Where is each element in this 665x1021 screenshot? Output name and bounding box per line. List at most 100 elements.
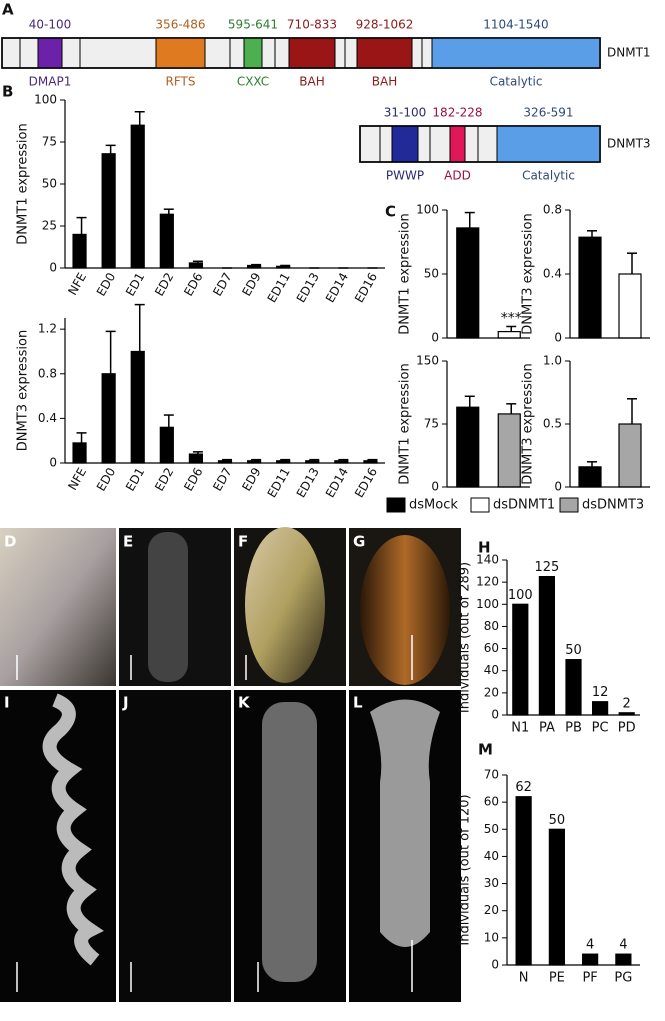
x-tick-label: ED7 (210, 465, 234, 493)
bar (618, 423, 642, 488)
legend-swatch (470, 497, 490, 513)
bar (130, 124, 145, 269)
x-tick-label: ED1 (123, 270, 147, 298)
y-tick-label: 50 (484, 822, 499, 836)
x-tick-label: ED11 (265, 465, 293, 500)
x-tick-label: PE (549, 971, 565, 986)
y-tick-label: 50 (424, 267, 439, 281)
value-label: 12 (592, 685, 609, 700)
bar (515, 796, 532, 966)
domain-name: ADD (444, 169, 471, 183)
x-tick-label: ED0 (94, 270, 118, 298)
y-axis-label: DNMT3 expression (521, 363, 536, 484)
bar (188, 262, 204, 269)
x-tick-label: ED13 (294, 465, 322, 500)
bar (456, 227, 480, 339)
panel-label: D (4, 533, 16, 551)
y-axis-label: DNMT3 expression (16, 330, 31, 451)
y-tick-label: 0 (554, 331, 562, 345)
y-tick-label: 30 (484, 876, 499, 890)
bar (578, 466, 602, 488)
bar (188, 453, 204, 464)
x-tick-label: ED14 (323, 465, 351, 500)
panel-label: F (238, 533, 248, 551)
bar (101, 153, 116, 269)
bar (497, 413, 521, 488)
y-tick-label: 120 (476, 575, 499, 589)
y-axis-label: DNMT1 expression (398, 363, 413, 484)
x-tick-label: PC (592, 721, 609, 736)
x-tick-label: N1 (511, 721, 529, 736)
y-tick-label: 0 (431, 480, 439, 494)
x-tick-label: ED0 (94, 465, 118, 493)
y-tick-label: 60 (484, 641, 499, 655)
y-axis-label: DNMT3 expression (521, 213, 536, 334)
y-tick-label: 0 (554, 480, 562, 494)
domain-name: Catalytic (522, 169, 575, 183)
domain (155, 37, 206, 69)
panel-label: E (123, 533, 133, 551)
y-tick-label: 1.0 (543, 354, 562, 368)
legend-label: dsMock (409, 498, 458, 513)
protein-name: DNMT3 (607, 137, 651, 151)
x-tick-label: ED11 (265, 270, 293, 305)
y-tick-label: 80 (484, 619, 499, 633)
x-tick-label: ED16 (352, 465, 380, 500)
domain-range: 710-833 (287, 18, 337, 32)
value-label: 62 (515, 780, 532, 795)
domain-name: PWWP (386, 169, 424, 183)
domain (243, 37, 263, 69)
domain-range: 326-591 (523, 106, 573, 120)
bar (615, 953, 632, 966)
bar (159, 213, 174, 269)
domain-name: BAH (372, 75, 397, 89)
y-tick-label: 0 (431, 331, 439, 345)
y-axis-label: DNMT1 expression (16, 123, 31, 244)
y-axis-label: Individuals (out of 289) (458, 562, 473, 713)
y-tick-label: 0.4 (38, 411, 57, 425)
y-tick-label: 50 (42, 177, 57, 191)
panel-label: B (2, 83, 13, 101)
bar (159, 426, 174, 464)
photo-specimen (360, 535, 450, 685)
domain-range: 928-1062 (356, 18, 414, 32)
domain-name: DMAP1 (29, 75, 72, 89)
domain-name: BAH (299, 75, 324, 89)
x-tick-label: ED9 (239, 270, 263, 298)
domain (356, 37, 413, 69)
value-label: 4 (619, 938, 627, 953)
panel-label: I (4, 694, 10, 712)
panel-label: G (353, 533, 365, 551)
panel-label: K (238, 694, 251, 712)
value-label: 50 (549, 813, 566, 828)
y-tick-label: 20 (484, 903, 499, 917)
value-label: 100 (508, 588, 533, 603)
y-tick-label: 0.5 (543, 417, 562, 431)
y-tick-label: 150 (416, 354, 439, 368)
photo-specimen (262, 702, 317, 982)
scale-bars (16, 635, 413, 992)
images (0, 527, 461, 1002)
x-tick-label: PB (565, 721, 582, 736)
x-tick-label: PF (582, 971, 597, 986)
domain (391, 125, 419, 163)
domain (449, 125, 466, 163)
bar (578, 236, 602, 339)
domain-range: 356-486 (155, 18, 205, 32)
significance: *** (501, 310, 522, 326)
x-tick-label: PA (539, 721, 555, 736)
y-axis-label: Individuals (out of 120) (458, 794, 473, 945)
value-label: 50 (565, 643, 582, 658)
bar (456, 406, 480, 488)
y-tick-label: 40 (484, 663, 499, 677)
bar (72, 442, 87, 464)
y-tick-label: 0 (491, 958, 499, 972)
bar (497, 331, 521, 339)
y-tick-label: 100 (34, 93, 57, 107)
bar (101, 373, 116, 464)
y-tick-label: 25 (42, 219, 57, 233)
panel-label: J (122, 694, 129, 712)
y-tick-label: 75 (42, 135, 57, 149)
x-tick-label: N (519, 971, 529, 986)
